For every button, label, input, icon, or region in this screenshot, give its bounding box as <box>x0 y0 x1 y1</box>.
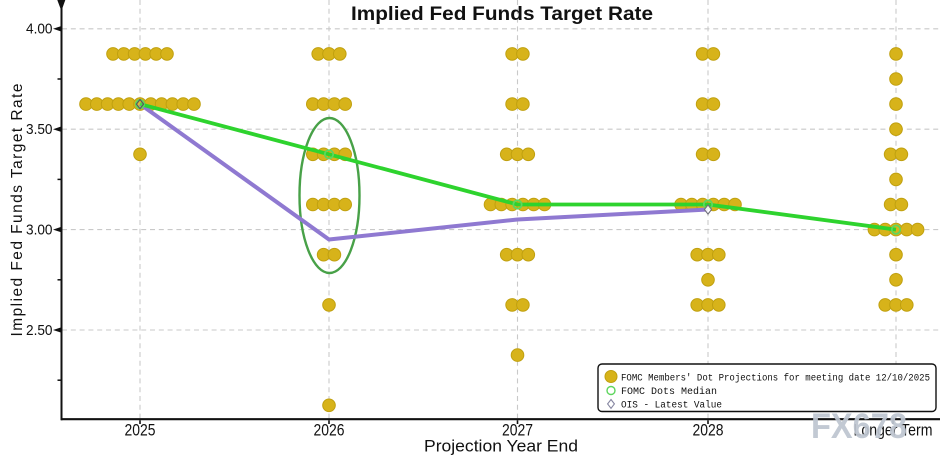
svg-text:Longer Term: Longer Term <box>854 422 933 440</box>
svg-text:2027: 2027 <box>502 422 533 440</box>
svg-text:FX678: FX678 <box>811 407 907 446</box>
svg-text:Projection Year End: Projection Year End <box>424 437 578 456</box>
svg-text:2025: 2025 <box>125 422 156 440</box>
svg-text:2028: 2028 <box>693 422 724 440</box>
svg-text:2.50: 2.50 <box>26 322 53 339</box>
svg-text:Implied Fed Funds Target Rate: Implied Fed Funds Target Rate <box>9 84 26 337</box>
svg-text:3.00: 3.00 <box>26 221 53 238</box>
svg-text:OIS - Latest Value: OIS - Latest Value <box>621 400 722 412</box>
svg-text:2026: 2026 <box>314 422 345 440</box>
svg-text:FOMC Members' Dot Projections: FOMC Members' Dot Projections for meetin… <box>621 372 930 384</box>
svg-text:FOMC Dots Median: FOMC Dots Median <box>621 386 717 398</box>
svg-text:Implied Fed Funds Target Rate: Implied Fed Funds Target Rate <box>351 4 653 25</box>
svg-text:3.50: 3.50 <box>26 121 53 138</box>
svg-text:4.00: 4.00 <box>26 21 53 38</box>
